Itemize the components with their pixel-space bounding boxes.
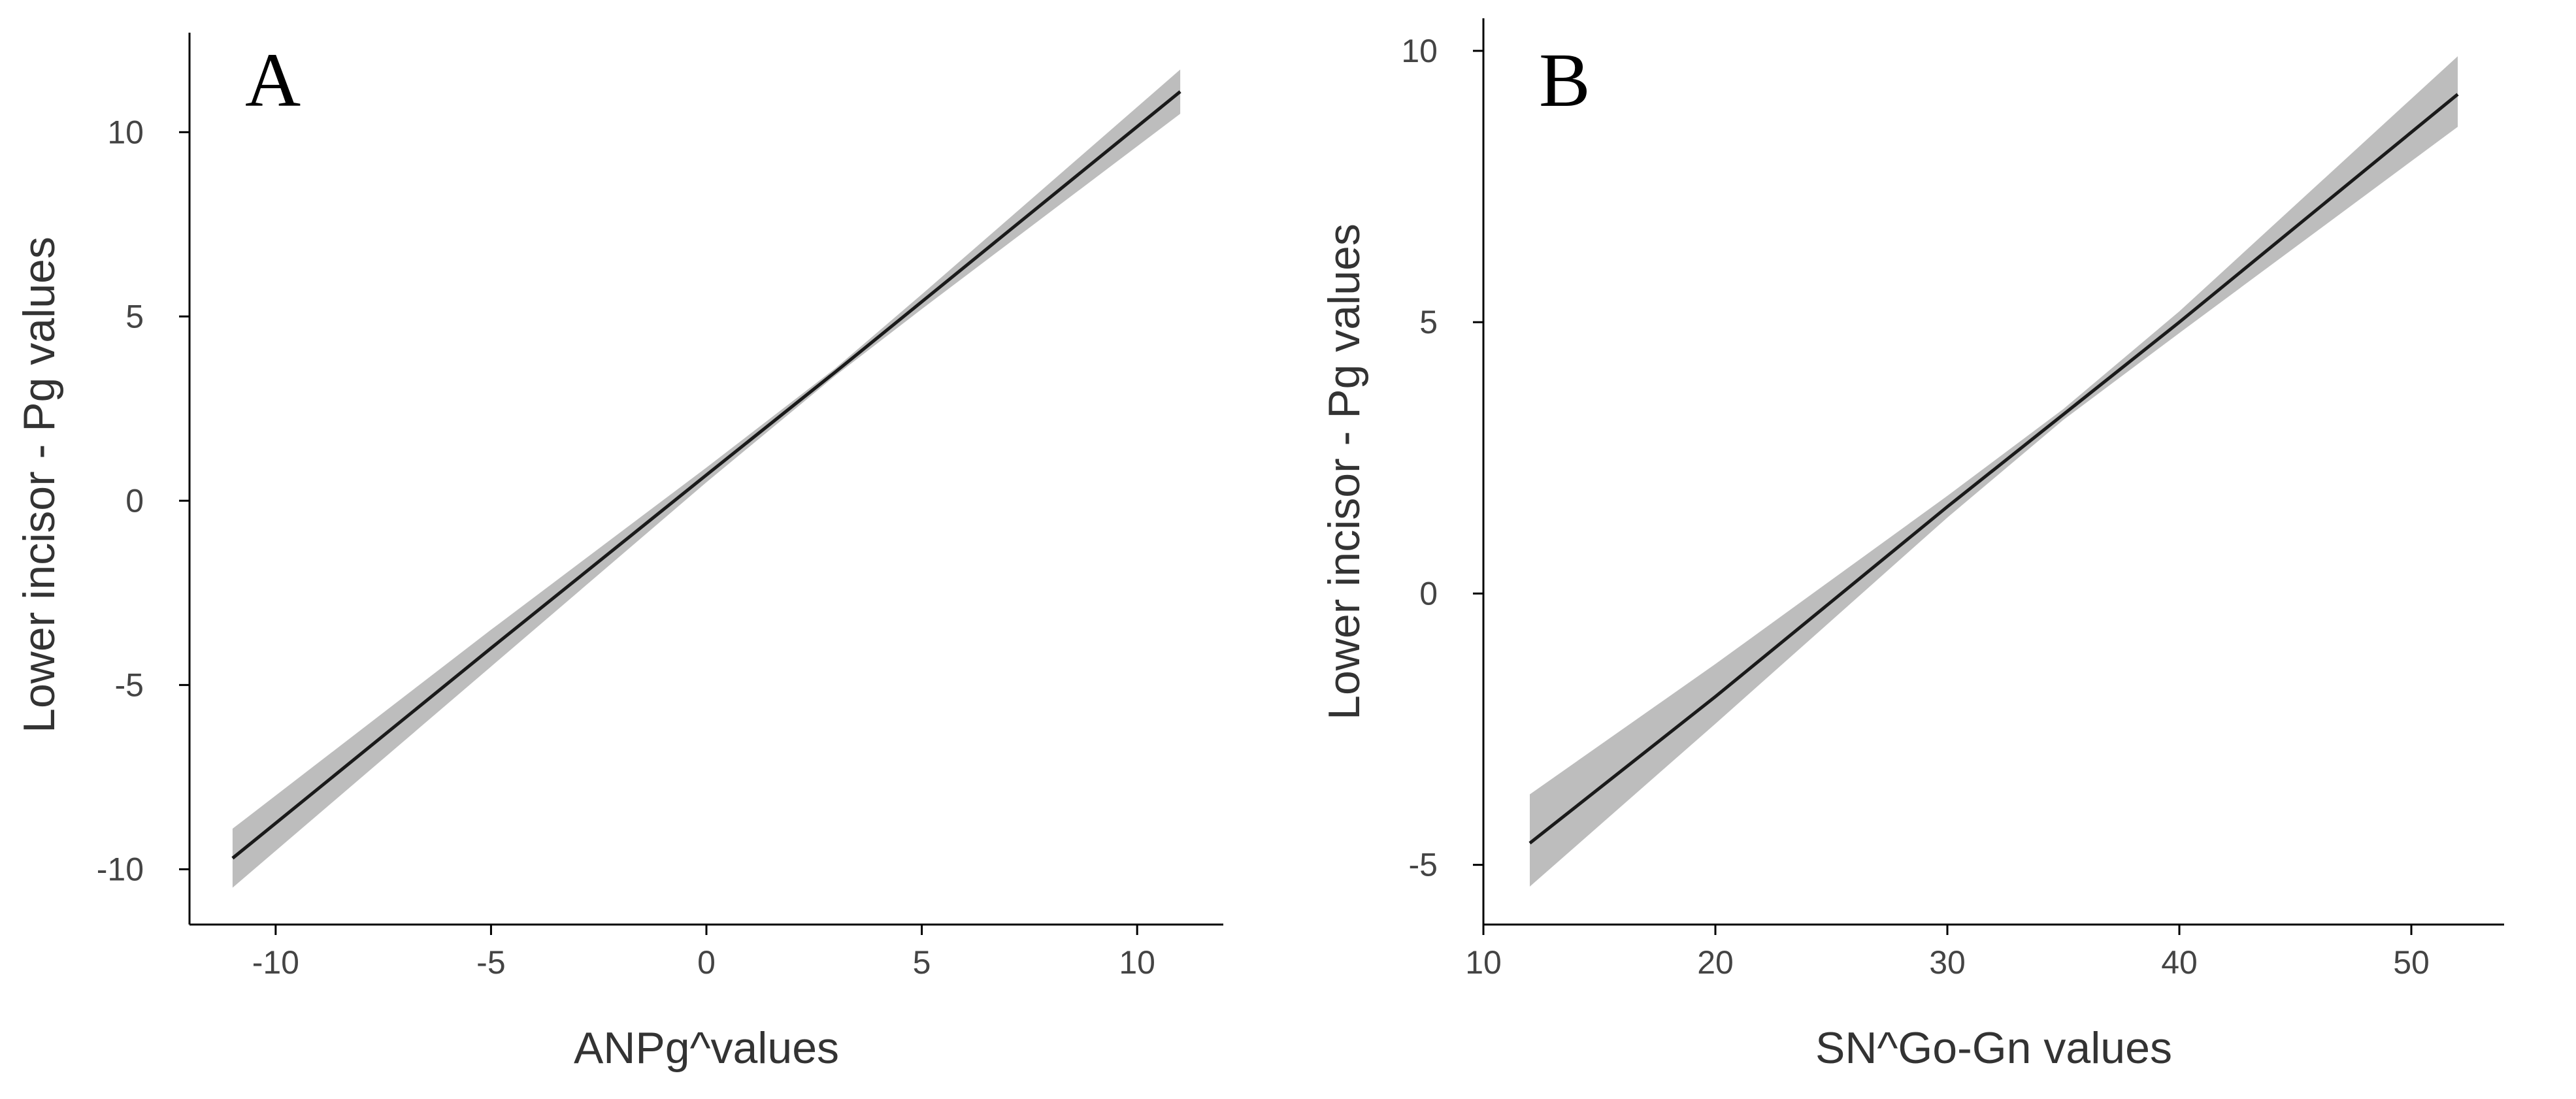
y-tick-layer: -5 0 5 10	[1401, 33, 1483, 883]
x-tick-layer: -10 -5 0 5 10	[252, 925, 1155, 981]
x-axis-title: ANPg^values	[574, 1023, 839, 1073]
y-tick-label: 0	[1419, 575, 1438, 612]
x-tick-label: -5	[476, 944, 505, 981]
y-tick-label: 5	[1419, 304, 1438, 340]
panel-label: B	[1539, 37, 1591, 123]
y-tick-layer: -10 -5 0 5 10	[97, 114, 190, 887]
x-tick-label: 40	[2161, 944, 2198, 981]
y-axis-title: Lower incisor - Pg values	[1319, 223, 1369, 720]
y-tick-label: 5	[125, 298, 144, 335]
panel-a: -10 -5 0 5 10 -10 -5 0 5 10 A ANPg^values Lower …	[14, 33, 1223, 1073]
x-axis-title: SN^Go-Gn values	[1815, 1023, 2172, 1073]
regression-line	[231, 90, 1181, 860]
fit-line-layer	[1528, 93, 2459, 845]
confidence-band	[232, 69, 1181, 888]
x-tick-label: 5	[913, 944, 931, 981]
x-tick-layer: 10 20 30 40 50	[1465, 925, 2430, 981]
x-tick-label: 10	[1465, 944, 1502, 981]
x-tick-label: 30	[1929, 944, 1966, 981]
panel-label: A	[245, 37, 301, 123]
y-tick-label: -5	[115, 666, 144, 703]
confidence-band-layer	[232, 69, 1181, 888]
y-tick-label: -5	[1409, 847, 1438, 883]
panel-b: 10 20 30 40 50 -5 0 5 10 B SN^Go-Gn values Lowe…	[1319, 18, 2504, 1073]
fit-line-layer	[231, 90, 1181, 860]
x-tick-label: -10	[252, 944, 299, 981]
x-tick-label: 10	[1119, 944, 1155, 981]
y-axis-title: Lower incisor - Pg values	[14, 237, 64, 733]
x-tick-label: 20	[1697, 944, 1734, 981]
regression-line	[1528, 93, 2459, 845]
y-tick-label: 0	[125, 482, 144, 519]
y-tick-label: 10	[107, 114, 144, 150]
y-tick-label: 10	[1401, 33, 1438, 69]
x-tick-label: 50	[2393, 944, 2430, 981]
x-tick-label: 0	[697, 944, 716, 981]
y-tick-label: -10	[97, 851, 144, 887]
